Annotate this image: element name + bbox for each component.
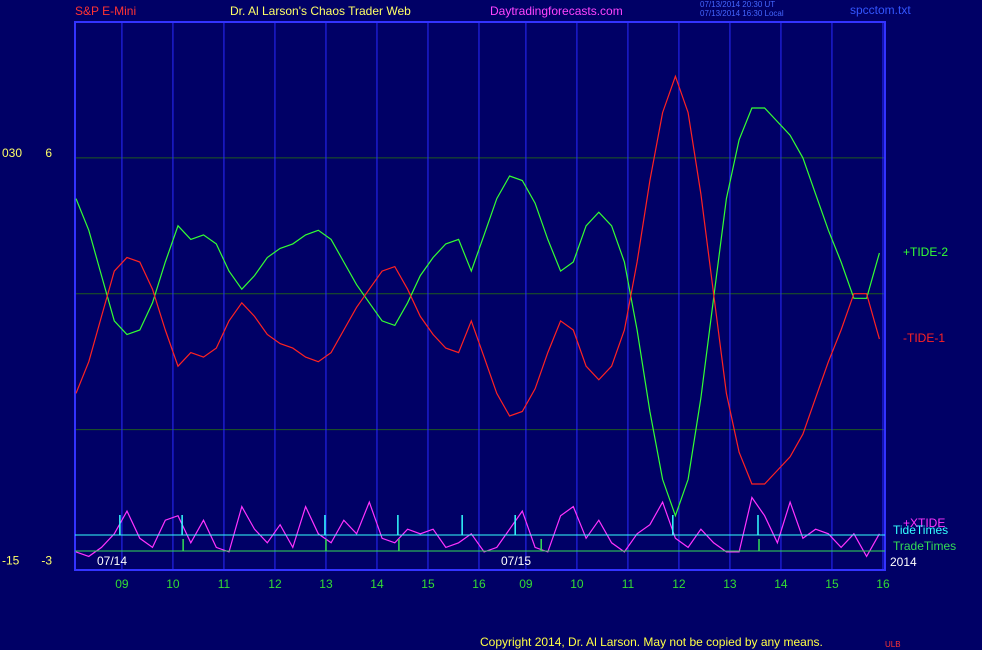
x-tick-label: 12 — [672, 577, 686, 591]
header-file: spcctom.txt — [850, 3, 911, 17]
x-tick-label: 11 — [218, 577, 231, 591]
x-tick-label: 15 — [825, 577, 839, 591]
legend-label: +XTIDE — [903, 516, 945, 530]
date-label: 07/14 — [97, 554, 127, 568]
header-stamp: 07/13/2014 20:30 UT — [700, 0, 775, 9]
legend-label: -TIDE-1 — [903, 331, 945, 345]
x-tick-label: 15 — [421, 577, 435, 591]
y-tick-label: -3 — [41, 554, 52, 568]
x-tick-label: 13 — [319, 577, 333, 591]
series-line — [75, 74, 880, 485]
x-tick-label: 14 — [370, 577, 384, 591]
date-label: 07/15 — [501, 554, 531, 568]
x-tick-label: 10 — [570, 577, 584, 591]
y2-tick-label: 030 — [2, 146, 22, 160]
y-tick-label: 6 — [45, 146, 52, 160]
year-label: 2014 — [890, 555, 917, 569]
x-tick-label: 14 — [774, 577, 788, 591]
x-tick-label: 13 — [723, 577, 737, 591]
x-tick-label: 11 — [622, 577, 635, 591]
series-line — [75, 496, 880, 558]
plot-border — [74, 21, 886, 571]
x-tick-label: 16 — [472, 577, 486, 591]
x-tick-label: 10 — [166, 577, 180, 591]
copyright-mark: ULB — [885, 640, 901, 649]
legend-label: +TIDE-2 — [903, 245, 948, 259]
legend-label: TideTimes — [893, 523, 948, 537]
header-stamp: 07/13/2014 16:30 Local — [700, 9, 784, 18]
copyright: Copyright 2014, Dr. Al Larson. May not b… — [480, 635, 823, 649]
x-tick-label: 16 — [876, 577, 890, 591]
x-tick-label: 09 — [115, 577, 129, 591]
series-line — [75, 107, 880, 518]
x-tick-label: 09 — [519, 577, 533, 591]
legend-label: TradeTimes — [893, 539, 956, 553]
y2-tick-label: -15 — [2, 554, 20, 568]
header-left: S&P E-Mini — [75, 4, 136, 18]
x-tick-label: 12 — [268, 577, 282, 591]
header-center: Dr. Al Larson's Chaos Trader Web — [230, 4, 411, 18]
header-site: Daytradingforecasts.com — [490, 4, 623, 18]
